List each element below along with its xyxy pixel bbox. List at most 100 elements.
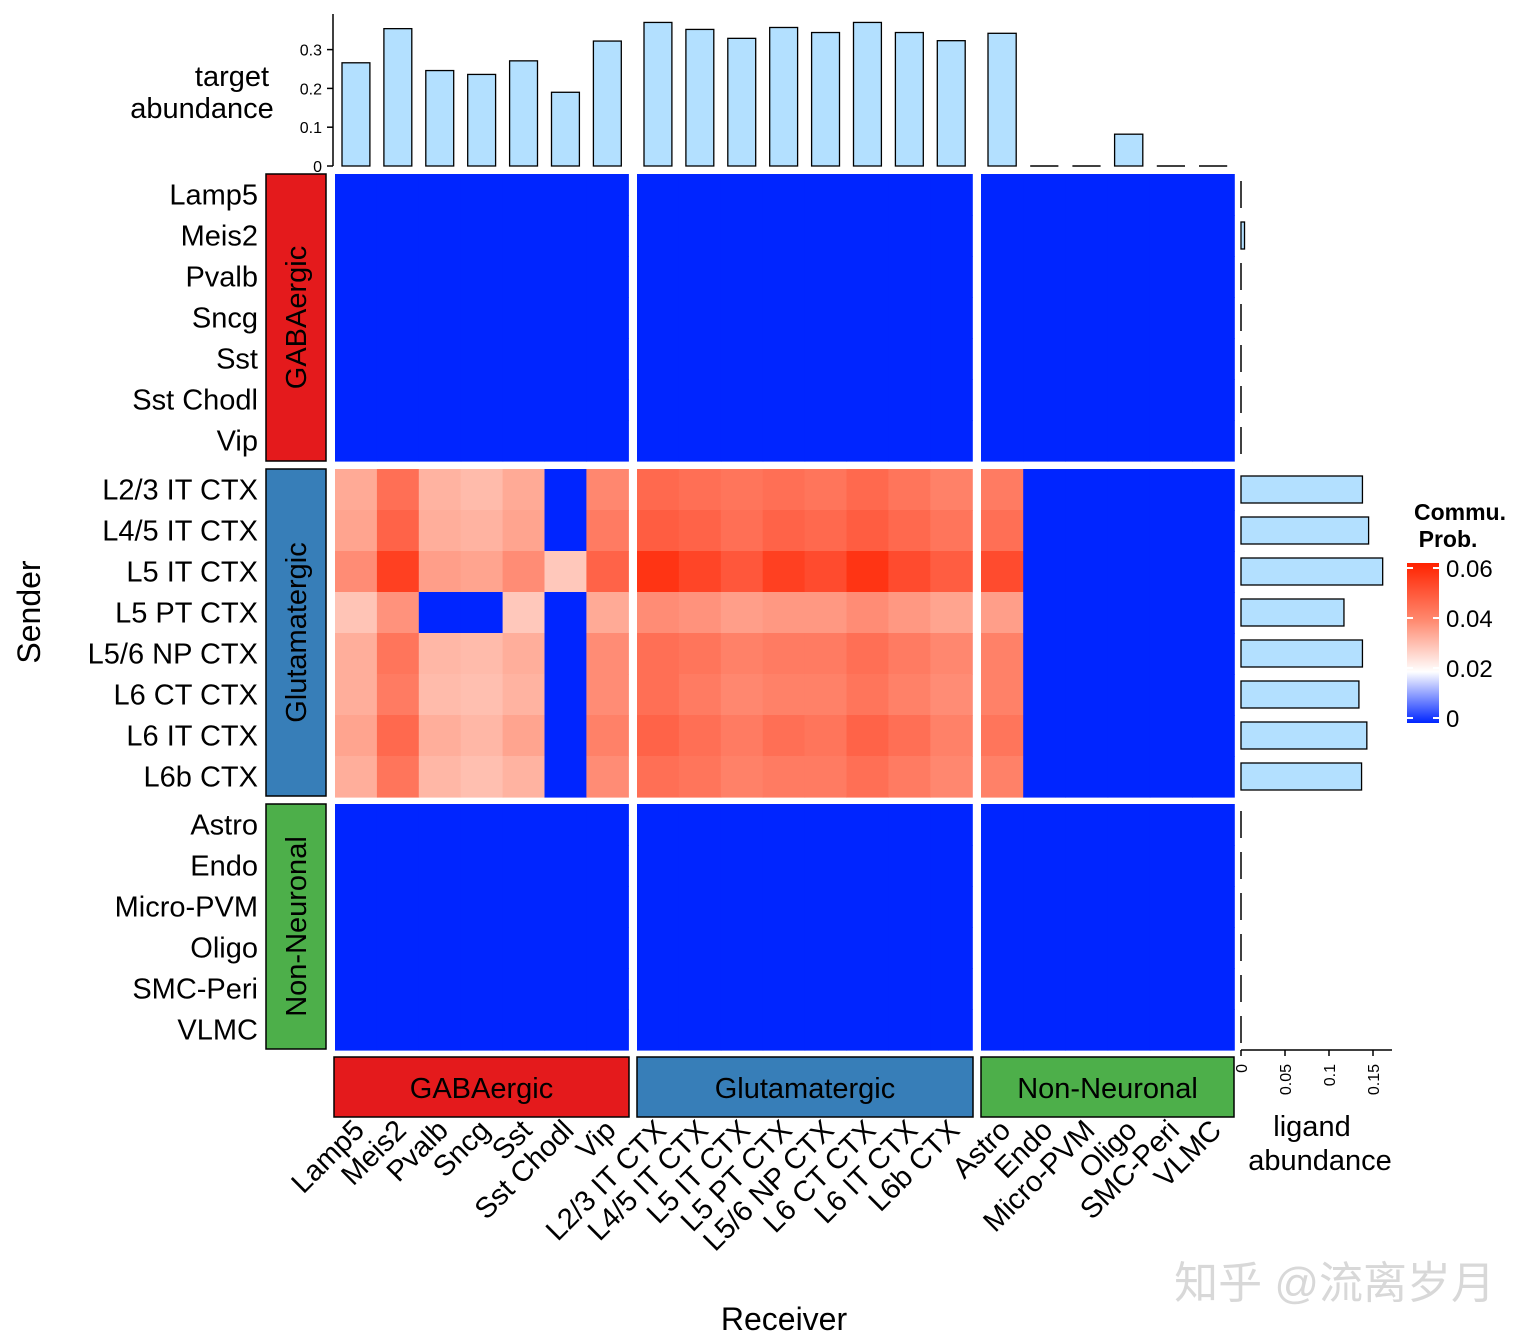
heat-cell bbox=[804, 927, 848, 969]
heat-cell bbox=[1023, 297, 1066, 339]
heat-cell bbox=[981, 1009, 1024, 1051]
heat-cell bbox=[544, 215, 587, 257]
heat-cell bbox=[930, 551, 973, 593]
row-label: L6 IT CTX bbox=[126, 721, 258, 753]
heat-cell bbox=[586, 886, 629, 928]
heat-cell bbox=[888, 968, 931, 1010]
heat-cell bbox=[720, 174, 764, 216]
heat-cell bbox=[586, 845, 629, 887]
heat-cell bbox=[888, 886, 931, 928]
legend-title-line2: Prob. bbox=[1419, 526, 1478, 552]
heat-cell bbox=[586, 592, 629, 634]
heat-cell bbox=[586, 215, 629, 257]
row-label: Sst Chodl bbox=[132, 385, 258, 417]
heat-cell bbox=[1192, 968, 1235, 1010]
row-group-label: GABAergic bbox=[281, 246, 313, 389]
axis-titles: Receiver Sender bbox=[11, 560, 847, 1337]
heat-cell bbox=[418, 256, 462, 298]
heat-cell bbox=[1192, 174, 1235, 216]
heat-cell bbox=[544, 256, 587, 298]
heat-cell bbox=[762, 756, 806, 798]
heat-cell bbox=[846, 297, 889, 339]
heat-cell bbox=[678, 756, 722, 798]
heat-cell bbox=[981, 927, 1024, 969]
heat-cell bbox=[418, 592, 462, 634]
row-labels: Lamp5 Meis2 Pvalb Sncg Sst Sst Chodl Vip L2/3 I… bbox=[88, 180, 258, 1047]
heat-cell bbox=[460, 968, 504, 1010]
heat-cell bbox=[1149, 1009, 1193, 1051]
row-group-annotation: GABAergic Glutamatergic Non-Neuronal bbox=[265, 173, 327, 1050]
heat-cell bbox=[888, 215, 931, 257]
heat-cell bbox=[1192, 469, 1235, 511]
row-label: L2/3 IT CTX bbox=[102, 475, 258, 507]
heat-cell bbox=[981, 845, 1024, 887]
heat-cell bbox=[335, 968, 378, 1010]
heat-cell bbox=[804, 215, 848, 257]
heat-cell bbox=[502, 845, 546, 887]
heat-cell bbox=[418, 215, 462, 257]
heat-cell bbox=[678, 674, 722, 716]
heat-cell bbox=[460, 845, 504, 887]
heat-cell bbox=[1192, 845, 1235, 887]
heat-cell bbox=[586, 674, 629, 716]
heat-cell bbox=[335, 715, 378, 757]
heat-cell bbox=[637, 886, 680, 928]
heat-cell bbox=[1065, 469, 1109, 511]
heat-cell bbox=[586, 1009, 629, 1051]
heat-cell bbox=[637, 633, 680, 675]
heat-cell bbox=[804, 256, 848, 298]
heat-cell bbox=[637, 469, 680, 511]
heat-cell bbox=[1107, 715, 1151, 757]
heat-cell bbox=[930, 804, 973, 846]
heat-cell bbox=[418, 804, 462, 846]
heat-cell bbox=[888, 551, 931, 593]
column-group-box bbox=[636, 1056, 974, 1118]
heat-cell bbox=[544, 674, 587, 716]
heat-cell bbox=[376, 420, 420, 462]
heat-cell bbox=[460, 256, 504, 298]
right-tick-label: 0 bbox=[1234, 1064, 1251, 1073]
row-label: Pvalb bbox=[185, 262, 258, 294]
heat-cell bbox=[804, 968, 848, 1010]
heat-cell bbox=[460, 215, 504, 257]
heat-cell bbox=[376, 927, 420, 969]
heat-cell bbox=[460, 510, 504, 552]
heat-cell bbox=[1065, 297, 1109, 339]
heat-cell bbox=[720, 756, 764, 798]
heat-cell bbox=[762, 420, 806, 462]
row-label: L5/6 NP CTX bbox=[88, 639, 258, 671]
heat-cell bbox=[586, 297, 629, 339]
heat-cell bbox=[1192, 551, 1235, 593]
heat-cell bbox=[678, 420, 722, 462]
right-tick-label: 0.1 bbox=[1322, 1064, 1339, 1086]
heat-cell bbox=[1107, 592, 1151, 634]
heat-cell bbox=[418, 338, 462, 380]
heat-cell bbox=[888, 756, 931, 798]
heat-cell bbox=[502, 379, 546, 421]
heat-cell bbox=[678, 886, 722, 928]
heat-cell bbox=[586, 633, 629, 675]
heat-cell bbox=[678, 551, 722, 593]
heat-cell bbox=[1065, 1009, 1109, 1051]
heat-cell bbox=[586, 715, 629, 757]
heat-cell bbox=[804, 674, 848, 716]
target-bar bbox=[936, 40, 966, 167]
heat-cell bbox=[720, 510, 764, 552]
heat-cell bbox=[846, 592, 889, 634]
heat-cell bbox=[502, 510, 546, 552]
heat-cell bbox=[1023, 551, 1066, 593]
heat-cell bbox=[1023, 510, 1066, 552]
heat-cell bbox=[1023, 715, 1066, 757]
legend-tick-label: 0.04 bbox=[1446, 606, 1493, 633]
heat-cell bbox=[678, 927, 722, 969]
heat-cell bbox=[418, 469, 462, 511]
heat-cell bbox=[1149, 469, 1193, 511]
heat-cell bbox=[460, 927, 504, 969]
heat-cell bbox=[335, 633, 378, 675]
row-label: Astro bbox=[190, 810, 258, 842]
heat-cell bbox=[888, 927, 931, 969]
heat-cell bbox=[1149, 968, 1193, 1010]
heat-cell bbox=[460, 886, 504, 928]
heat-cell bbox=[1065, 420, 1109, 462]
heat-cell bbox=[678, 338, 722, 380]
